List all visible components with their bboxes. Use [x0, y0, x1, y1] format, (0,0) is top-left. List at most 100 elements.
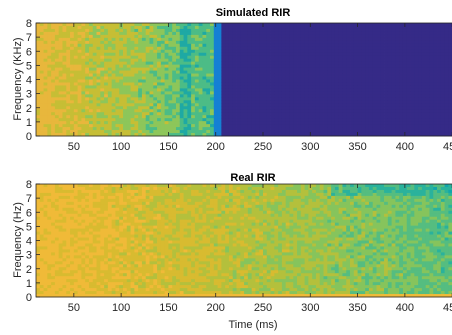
- heatmap-cell: [406, 25, 411, 30]
- heatmap-cell: [380, 37, 385, 42]
- heatmap-cell: [70, 133, 75, 137]
- heatmap-cell: [73, 82, 79, 86]
- heatmap-cell: [126, 79, 131, 83]
- heatmap-cell: [39, 288, 44, 292]
- x-tick-label: 400: [396, 141, 414, 153]
- heatmap-cell: [145, 97, 150, 101]
- heatmap-cell: [236, 43, 241, 48]
- heatmap-cell: [172, 52, 177, 57]
- heatmap-cell: [350, 25, 355, 30]
- heatmap-cell: [100, 34, 105, 39]
- heatmap-cell: [225, 40, 230, 45]
- heatmap-cell: [274, 34, 279, 39]
- heatmap-cell: [85, 94, 90, 98]
- heatmap-cell: [225, 115, 230, 119]
- heatmap-cell: [198, 73, 203, 77]
- heatmap-cell: [36, 100, 41, 104]
- heatmap-cell: [247, 118, 253, 122]
- heatmap-cell: [421, 109, 427, 113]
- heatmap-cell: [421, 130, 427, 134]
- heatmap-cell: [206, 31, 211, 36]
- heatmap-cell: [115, 97, 120, 101]
- heatmap-cell: [58, 285, 63, 289]
- heatmap-cell: [384, 76, 389, 80]
- heatmap-cell: [406, 106, 411, 110]
- heatmap-cell: [319, 85, 324, 89]
- heatmap-cell: [365, 52, 370, 57]
- heatmap-cell: [384, 67, 389, 71]
- heatmap-cell: [66, 261, 71, 265]
- heatmap-cell: [391, 103, 396, 107]
- heatmap-cell: [217, 31, 222, 36]
- heatmap-cell: [168, 52, 173, 57]
- heatmap-cell: [399, 121, 404, 125]
- heatmap-cell: [228, 70, 234, 74]
- heatmap-cell: [281, 106, 287, 110]
- heatmap-cell: [346, 91, 351, 95]
- heatmap-cell: [145, 31, 150, 36]
- heatmap-cell: [77, 28, 82, 33]
- heatmap-cell: [440, 121, 445, 125]
- heatmap-cell: [331, 97, 336, 101]
- heatmap-cell: [421, 23, 427, 27]
- heatmap-cell: [149, 46, 154, 51]
- heatmap-cell: [134, 40, 139, 45]
- heatmap-cell: [297, 73, 302, 77]
- heatmap-cell: [92, 130, 97, 134]
- heatmap-cell: [414, 55, 419, 60]
- heatmap-cell: [444, 73, 449, 77]
- heatmap-cell: [225, 28, 230, 33]
- heatmap-cell: [357, 46, 362, 51]
- heatmap-cell: [107, 103, 113, 107]
- heatmap-cell: [289, 49, 294, 54]
- heatmap-cell: [119, 28, 124, 33]
- heatmap-cell: [425, 28, 430, 33]
- heatmap-cell: [240, 103, 245, 107]
- heatmap-cell: [334, 118, 340, 122]
- heatmap-cell: [327, 40, 332, 45]
- heatmap-cell: [43, 255, 48, 259]
- heatmap-cell: [331, 43, 336, 48]
- heatmap-cell: [255, 85, 260, 89]
- heatmap-cell: [319, 97, 324, 101]
- heatmap-cell: [300, 70, 306, 74]
- heatmap-cell: [365, 106, 370, 110]
- heatmap-cell: [168, 97, 173, 101]
- heatmap-cell: [384, 70, 389, 74]
- heatmap-cell: [410, 73, 415, 77]
- heatmap-cell: [172, 73, 177, 77]
- heatmap-cell: [179, 76, 184, 80]
- heatmap-cell: [104, 67, 109, 71]
- heatmap-cell: [70, 216, 75, 221]
- heatmap-cell: [228, 34, 234, 39]
- heatmap-cell: [187, 28, 192, 33]
- heatmap-cell: [100, 67, 105, 71]
- heatmap-cell: [285, 121, 290, 125]
- heatmap-cell: [58, 201, 63, 206]
- heatmap-cell: [119, 82, 124, 86]
- heatmap-cell: [191, 76, 196, 80]
- heatmap-cell: [425, 94, 430, 98]
- heatmap-cell: [399, 109, 404, 113]
- heatmap-cell: [244, 85, 249, 89]
- heatmap-cell: [217, 25, 222, 30]
- heatmap-cell: [47, 23, 52, 27]
- heatmap-cell: [43, 23, 48, 27]
- heatmap-cell: [183, 124, 188, 128]
- heatmap-cell: [334, 49, 340, 54]
- heatmap-cell: [391, 79, 396, 83]
- heatmap-cell: [198, 130, 203, 134]
- heatmap-cell: [123, 88, 128, 92]
- heatmap-cell: [247, 94, 253, 98]
- heatmap-cell: [100, 76, 105, 80]
- heatmap-cell: [437, 31, 442, 36]
- heatmap-cell: [255, 73, 260, 77]
- heatmap-cell: [213, 100, 218, 104]
- heatmap-cell: [247, 23, 253, 27]
- heatmap-cell: [179, 130, 184, 134]
- heatmap-cell: [376, 28, 381, 33]
- heatmap-cell: [247, 121, 253, 125]
- heatmap-cell: [172, 97, 177, 101]
- heatmap-cell: [289, 64, 294, 68]
- heatmap-cell: [357, 94, 362, 98]
